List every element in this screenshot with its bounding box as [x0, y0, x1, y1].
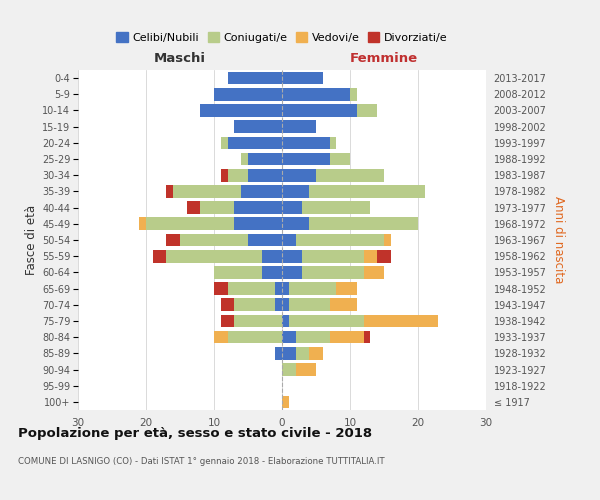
- Bar: [302, 250, 364, 262]
- Bar: [282, 136, 329, 149]
- Bar: [235, 298, 275, 311]
- Bar: [227, 169, 248, 181]
- Bar: [153, 250, 166, 262]
- Bar: [364, 314, 439, 328]
- Bar: [309, 218, 418, 230]
- Y-axis label: Fasce di età: Fasce di età: [25, 205, 38, 275]
- Bar: [282, 298, 289, 311]
- Bar: [275, 298, 282, 311]
- Bar: [296, 347, 309, 360]
- Bar: [221, 298, 235, 311]
- Bar: [296, 363, 316, 376]
- Bar: [173, 185, 241, 198]
- Bar: [309, 185, 425, 198]
- Bar: [384, 234, 391, 246]
- Bar: [214, 266, 262, 278]
- Bar: [282, 266, 302, 278]
- Bar: [214, 88, 282, 101]
- Bar: [329, 152, 350, 166]
- Bar: [296, 234, 384, 246]
- Bar: [235, 120, 282, 133]
- Bar: [262, 250, 282, 262]
- Bar: [282, 314, 289, 328]
- Bar: [357, 104, 377, 117]
- Bar: [235, 218, 282, 230]
- Bar: [289, 282, 337, 295]
- Bar: [275, 282, 282, 295]
- Text: Popolazione per età, sesso e stato civile - 2018: Popolazione per età, sesso e stato civil…: [18, 428, 372, 440]
- Bar: [316, 169, 384, 181]
- Bar: [221, 314, 235, 328]
- Bar: [248, 152, 282, 166]
- Y-axis label: Anni di nascita: Anni di nascita: [552, 196, 565, 284]
- Bar: [180, 234, 248, 246]
- Bar: [282, 120, 316, 133]
- Bar: [296, 331, 329, 344]
- Bar: [235, 314, 282, 328]
- Bar: [241, 185, 282, 198]
- Bar: [166, 250, 262, 262]
- Bar: [289, 298, 329, 311]
- Text: COMUNE DI LASNIGO (CO) - Dati ISTAT 1° gennaio 2018 - Elaborazione TUTTITALIA.IT: COMUNE DI LASNIGO (CO) - Dati ISTAT 1° g…: [18, 458, 385, 466]
- Bar: [166, 185, 173, 198]
- Bar: [221, 169, 227, 181]
- Bar: [166, 234, 180, 246]
- Bar: [282, 282, 289, 295]
- Bar: [309, 347, 323, 360]
- Bar: [282, 169, 316, 181]
- Bar: [282, 104, 357, 117]
- Bar: [377, 250, 391, 262]
- Bar: [235, 202, 282, 214]
- Bar: [275, 347, 282, 360]
- Bar: [227, 282, 275, 295]
- Bar: [248, 234, 282, 246]
- Bar: [364, 266, 384, 278]
- Bar: [241, 152, 248, 166]
- Bar: [302, 266, 364, 278]
- Bar: [187, 202, 200, 214]
- Bar: [214, 331, 227, 344]
- Bar: [329, 331, 364, 344]
- Bar: [200, 104, 282, 117]
- Text: Femmine: Femmine: [350, 52, 418, 65]
- Bar: [282, 331, 296, 344]
- Bar: [350, 88, 357, 101]
- Bar: [227, 331, 282, 344]
- Bar: [302, 202, 370, 214]
- Bar: [248, 169, 282, 181]
- Bar: [282, 152, 329, 166]
- Bar: [139, 218, 146, 230]
- Bar: [282, 72, 323, 85]
- Bar: [282, 185, 309, 198]
- Bar: [337, 282, 357, 295]
- Bar: [282, 250, 302, 262]
- Bar: [227, 136, 282, 149]
- Bar: [282, 363, 296, 376]
- Bar: [282, 347, 296, 360]
- Bar: [289, 314, 364, 328]
- Bar: [329, 298, 357, 311]
- Bar: [282, 218, 309, 230]
- Bar: [262, 266, 282, 278]
- Bar: [221, 136, 227, 149]
- Bar: [364, 331, 370, 344]
- Bar: [200, 202, 235, 214]
- Legend: Celibi/Nubili, Coniugati/e, Vedovi/e, Divorziati/e: Celibi/Nubili, Coniugati/e, Vedovi/e, Di…: [112, 28, 452, 48]
- Bar: [282, 396, 289, 408]
- Bar: [282, 88, 350, 101]
- Bar: [214, 282, 227, 295]
- Bar: [329, 136, 337, 149]
- Bar: [282, 234, 296, 246]
- Text: Maschi: Maschi: [154, 52, 206, 65]
- Bar: [282, 202, 302, 214]
- Bar: [146, 218, 235, 230]
- Bar: [364, 250, 377, 262]
- Bar: [227, 72, 282, 85]
